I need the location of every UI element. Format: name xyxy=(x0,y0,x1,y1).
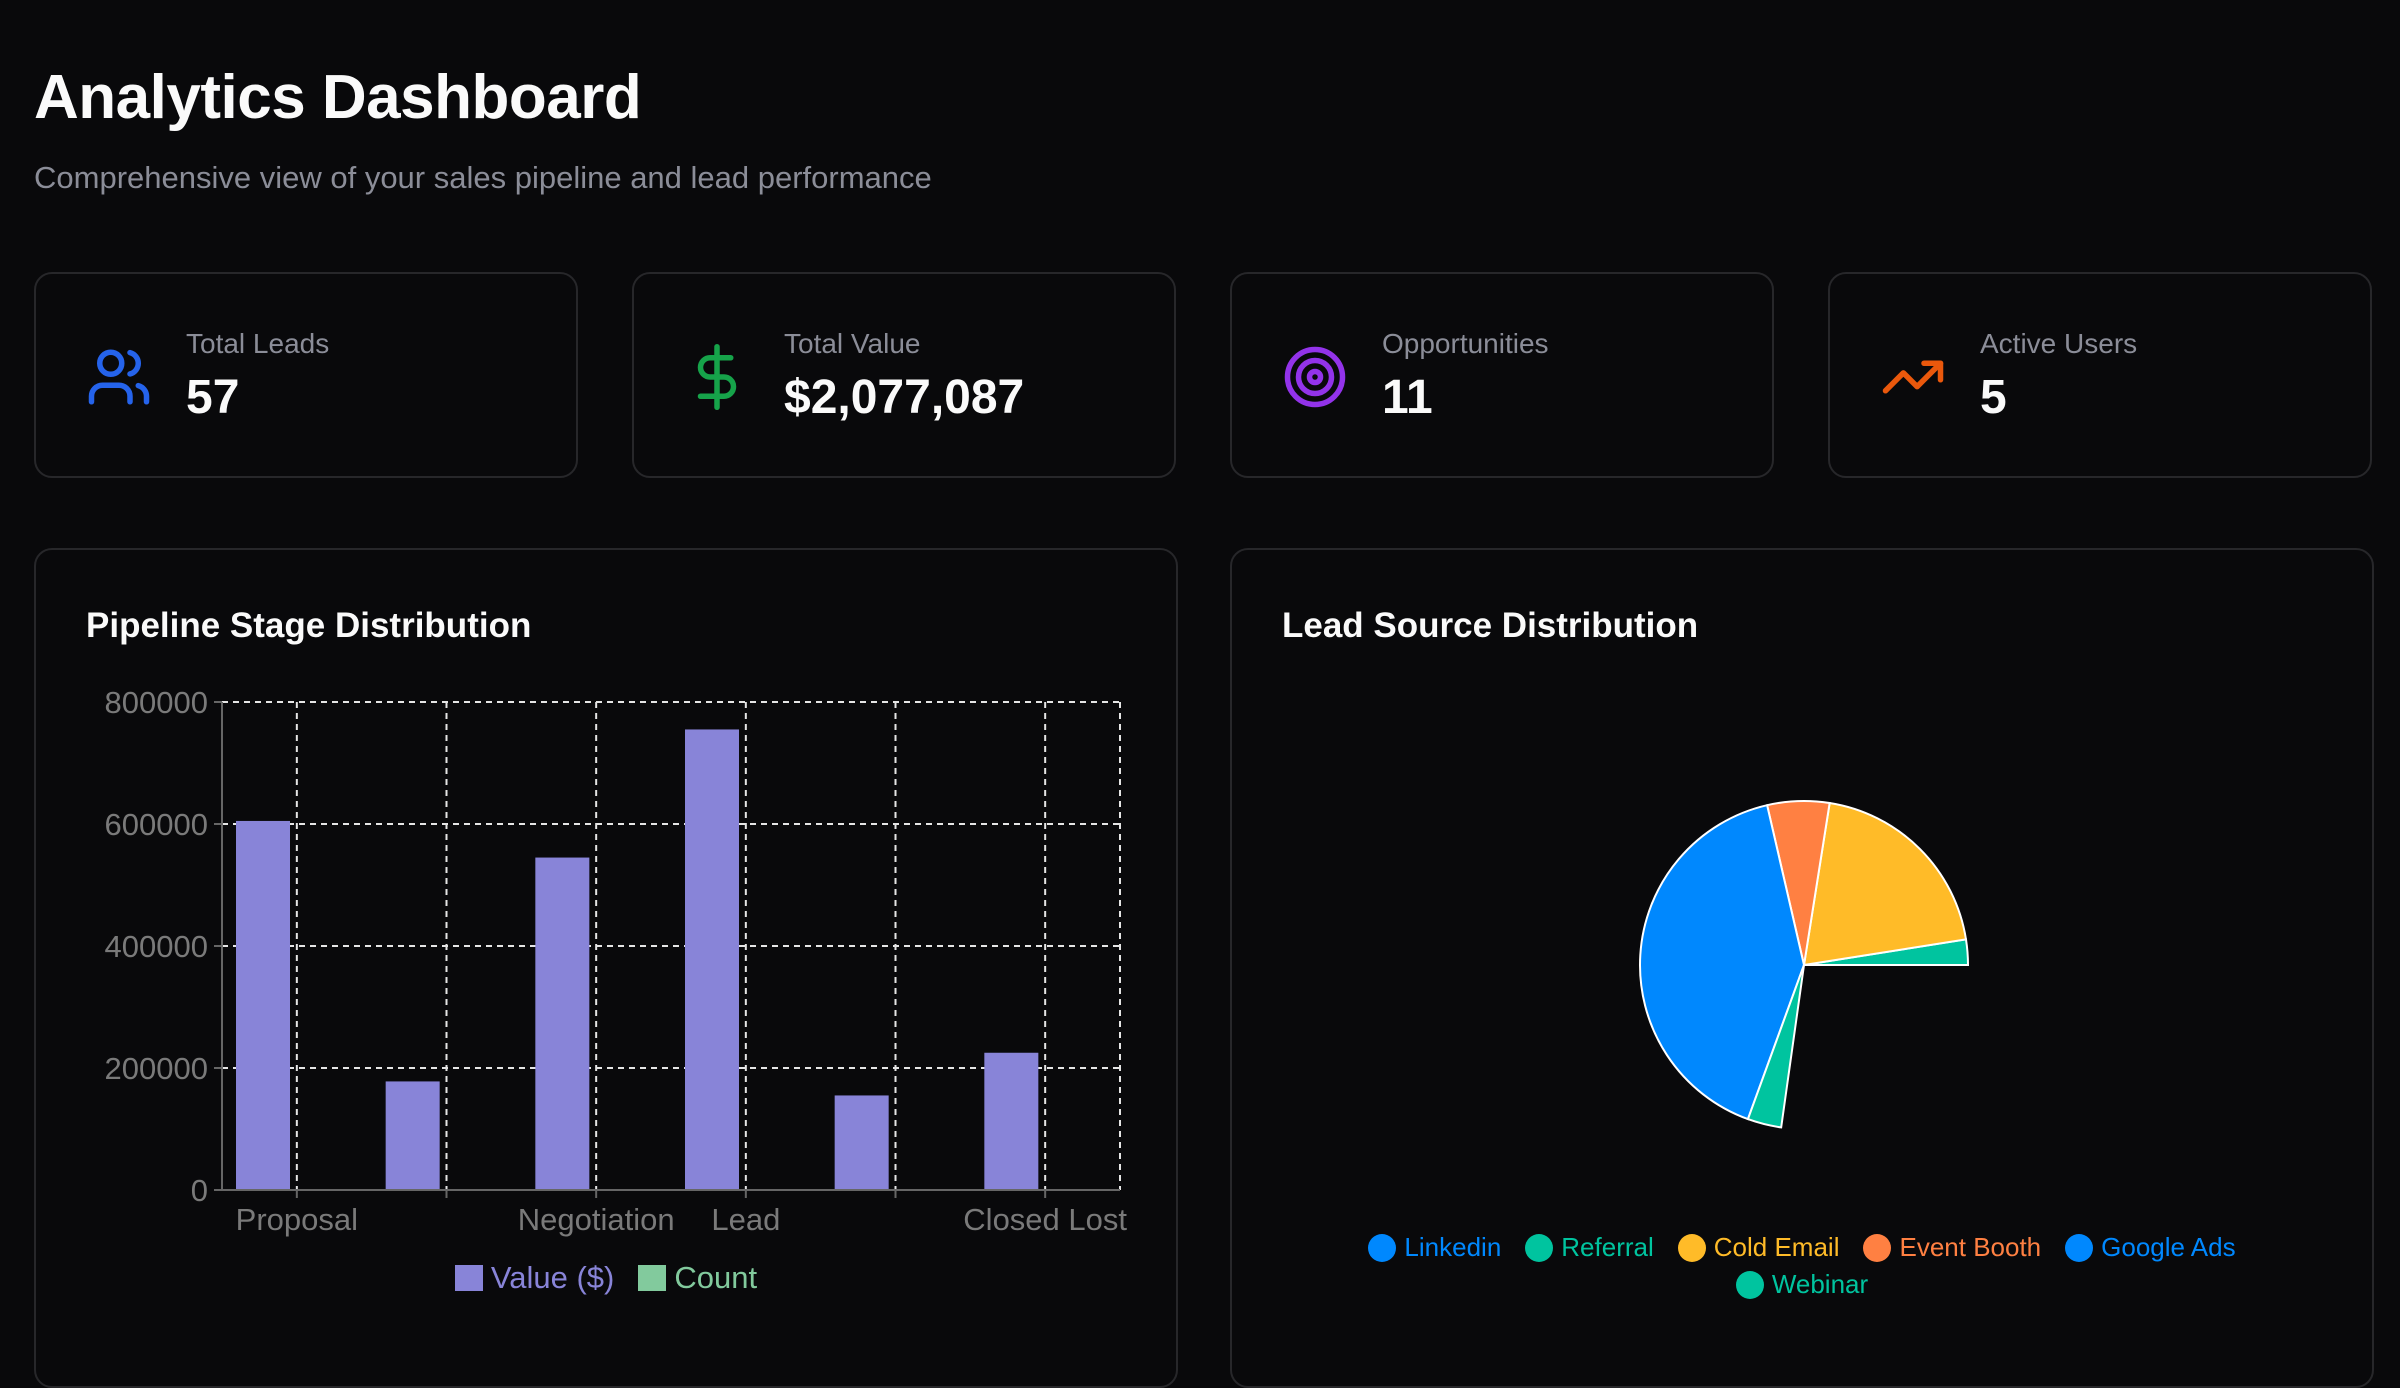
stat-value: 5 xyxy=(1980,371,2007,424)
stat-card-total-leads: Total Leads 57 xyxy=(34,272,578,478)
legend-dot xyxy=(1735,1270,1764,1299)
legend-item[interactable]: Linkedin xyxy=(1368,1232,1501,1263)
legend-dot xyxy=(2065,1233,2094,1262)
pie-slice-google-ads xyxy=(1639,804,1806,1121)
legend-item[interactable]: Cold Email xyxy=(1677,1232,1840,1263)
legend-dot xyxy=(1368,1233,1397,1262)
legend-item[interactable]: Google Ads xyxy=(2065,1232,2236,1263)
legend-item[interactable]: Webinar xyxy=(1735,1269,1869,1300)
lead-source-pie-chart xyxy=(1639,800,1970,1129)
legend-label: Webinar xyxy=(1771,1269,1869,1299)
stat-card-total-value: Total Value $2,077,087 xyxy=(632,272,1176,478)
page-subtitle: Comprehensive view of your sales pipelin… xyxy=(34,160,932,195)
legend-label: Referral xyxy=(1561,1232,1654,1262)
stat-value: $2,077,087 xyxy=(784,371,1025,424)
legend-item-count[interactable]: Count xyxy=(638,1260,757,1296)
legend-item[interactable]: Referral xyxy=(1525,1232,1654,1263)
pipeline-bar-chart: 0 200000 400000 600000 800000 Proposal Negotia… xyxy=(105,685,1128,1237)
stat-value: 11 xyxy=(1382,371,1433,424)
legend-label: Event Booth xyxy=(1899,1232,2042,1262)
users-icon xyxy=(88,349,150,405)
pie-chart-legend: Linkedin Referral Cold Email Event Booth Goo… xyxy=(1232,1232,2372,1300)
dollar-icon xyxy=(697,344,737,410)
legend-dot xyxy=(1525,1233,1554,1262)
y-tick-label: 600000 xyxy=(105,807,208,842)
bar-chart-legend: Value ($) Count xyxy=(36,1260,1176,1296)
target-icon xyxy=(1284,346,1346,408)
bar-value xyxy=(984,1052,1039,1190)
stat-label: Total Value xyxy=(784,328,921,359)
y-tick-label: 800000 xyxy=(105,685,208,720)
legend-dot xyxy=(1863,1233,1892,1262)
legend-label: Linkedin xyxy=(1404,1232,1502,1262)
legend-swatch xyxy=(638,1265,667,1291)
bar-value xyxy=(385,1081,440,1190)
stat-card-opportunities: Opportunities 11 xyxy=(1230,272,1774,478)
stat-label: Active Users xyxy=(1980,328,2138,359)
bar-value xyxy=(535,857,590,1190)
legend-item[interactable]: Event Booth xyxy=(1863,1232,2041,1263)
legend-item-value[interactable]: Value ($) xyxy=(454,1260,615,1296)
legend-label: Count xyxy=(674,1260,758,1295)
stat-label: Opportunities xyxy=(1382,328,1549,359)
x-tick-label: Lead xyxy=(711,1202,780,1237)
x-tick-label: Negotiation xyxy=(518,1202,675,1237)
page-title: Analytics Dashboard xyxy=(34,63,642,132)
pie-slice-cold-email xyxy=(1802,801,1968,967)
bar-value xyxy=(834,1095,889,1190)
lead-source-panel: Lead Source Distribution Linkedin Referra… xyxy=(1230,548,2374,1388)
x-tick-label: Proposal xyxy=(236,1202,358,1237)
x-tick-label: Closed Lost xyxy=(963,1202,1127,1237)
legend-label: Cold Email xyxy=(1713,1232,1840,1262)
stat-card-active-users: Active Users 5 xyxy=(1828,272,2372,478)
pie-slice-webinar xyxy=(1746,964,1805,1129)
y-tick-label: 200000 xyxy=(105,1051,208,1086)
legend-swatch xyxy=(454,1265,483,1291)
stat-value: 57 xyxy=(186,371,240,424)
chart-title: Lead Source Distribution xyxy=(1282,606,1699,645)
trending-up-icon xyxy=(1882,360,1944,394)
chart-title: Pipeline Stage Distribution xyxy=(86,606,532,645)
legend-label: Google Ads xyxy=(2101,1232,2236,1262)
y-tick-label: 0 xyxy=(191,1173,208,1208)
legend-dot xyxy=(1677,1233,1706,1262)
bar-value xyxy=(236,820,290,1190)
pipeline-chart-panel: Pipeline Stage Distribution 0 200000 40000… xyxy=(34,548,1178,1388)
y-tick-label: 400000 xyxy=(105,929,208,964)
legend-label: Value ($) xyxy=(490,1260,615,1295)
stat-label: Total Leads xyxy=(186,328,330,359)
bar-value xyxy=(685,729,739,1190)
